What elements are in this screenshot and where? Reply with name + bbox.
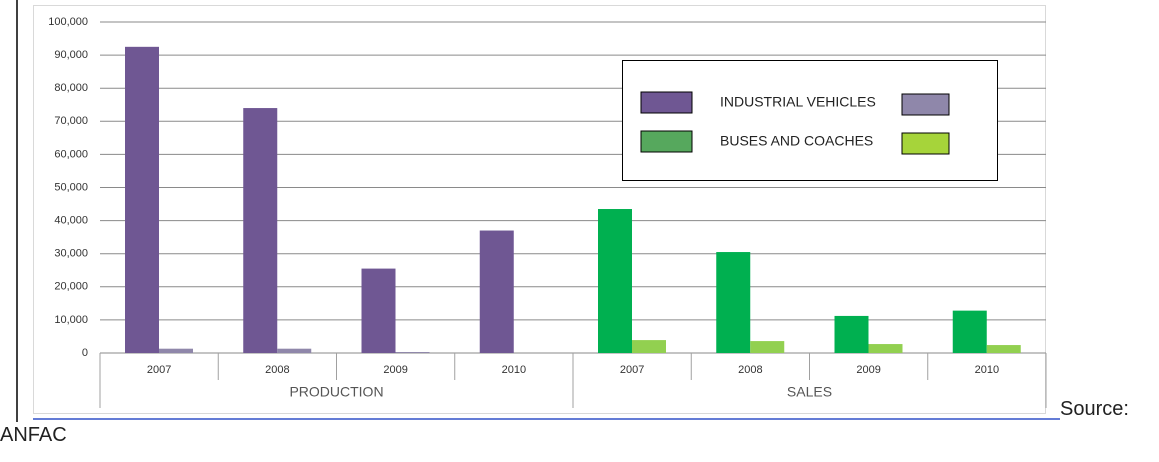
legend-label: INDUSTRIAL VEHICLES bbox=[720, 94, 876, 110]
y-tick-label: 20,000 bbox=[54, 281, 88, 293]
legend-swatch bbox=[901, 132, 950, 155]
group-label: PRODUCTION bbox=[289, 384, 383, 400]
bar bbox=[750, 341, 785, 353]
legend-swatch bbox=[901, 93, 950, 116]
y-tick-label: 40,000 bbox=[54, 215, 88, 227]
x-tick-label: 2007 bbox=[620, 364, 644, 376]
legend-swatch bbox=[640, 130, 693, 153]
x-tick-label: 2008 bbox=[738, 364, 762, 376]
x-tick-label: 2010 bbox=[502, 364, 526, 376]
y-tick-label: 80,000 bbox=[54, 82, 88, 94]
x-tick-label: 2008 bbox=[265, 364, 289, 376]
bar bbox=[598, 209, 632, 353]
x-tick-label: 2009 bbox=[383, 364, 407, 376]
y-tick-label: 70,000 bbox=[54, 115, 88, 127]
x-tick-label: 2010 bbox=[975, 364, 999, 376]
y-tick-label: 30,000 bbox=[54, 248, 88, 260]
legend-box bbox=[622, 60, 998, 181]
bar bbox=[632, 340, 666, 353]
y-tick-label: 10,000 bbox=[54, 314, 88, 326]
y-tick-label: 60,000 bbox=[54, 148, 88, 160]
bar bbox=[868, 344, 903, 353]
chart: 0 10,000 20,000 30,000 40,000 50,000 60,000 70,… bbox=[16, 0, 1060, 422]
bar bbox=[834, 315, 869, 353]
bar bbox=[479, 230, 514, 353]
group-label: SALES bbox=[787, 384, 832, 400]
source: Source: ANFAC bbox=[0, 398, 1129, 446]
y-tick-label: 100,000 bbox=[48, 16, 88, 28]
bar bbox=[952, 310, 987, 353]
x-tick-label: 2009 bbox=[856, 364, 880, 376]
y-tick-label: 50,000 bbox=[54, 181, 88, 193]
y-tick-label: 0 bbox=[82, 347, 88, 359]
bar bbox=[125, 46, 159, 353]
bar bbox=[395, 352, 430, 353]
legend-swatch bbox=[640, 91, 693, 114]
legend-label: BUSES AND COACHES bbox=[720, 133, 873, 149]
bar bbox=[716, 252, 751, 353]
x-tick-label: 2007 bbox=[147, 364, 171, 376]
bar bbox=[361, 268, 396, 353]
bar bbox=[986, 345, 1021, 353]
y-tick-label: 90,000 bbox=[54, 49, 88, 61]
bar bbox=[277, 348, 312, 353]
bar bbox=[243, 108, 278, 353]
bar bbox=[159, 348, 193, 353]
